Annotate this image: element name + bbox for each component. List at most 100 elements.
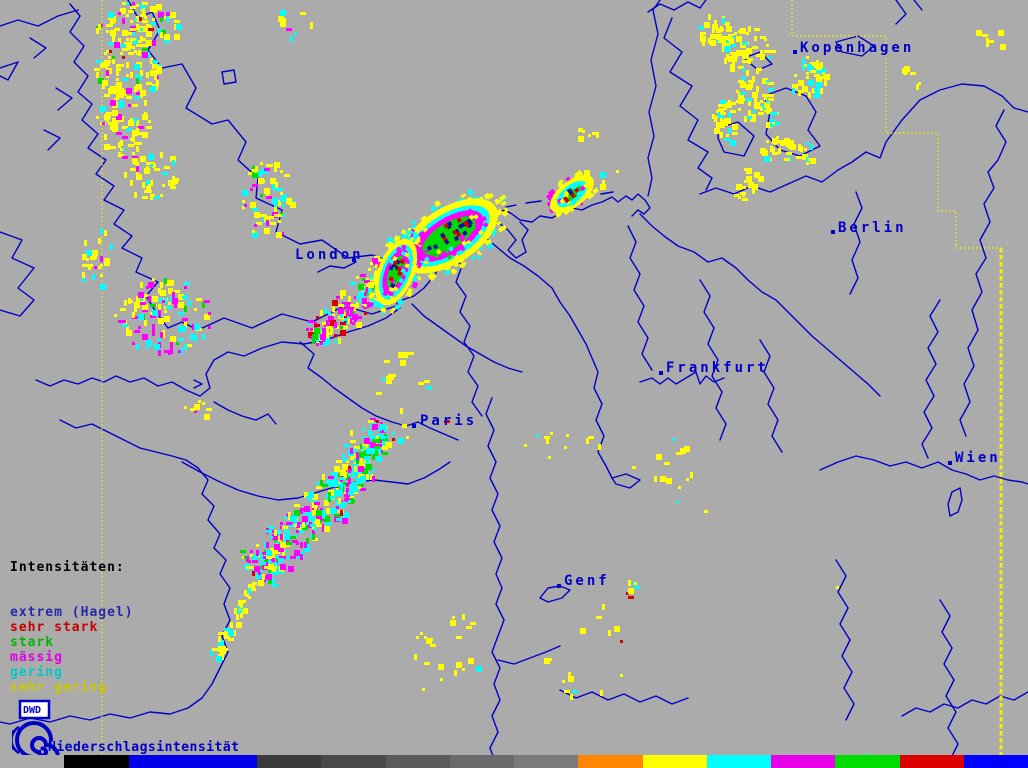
radar-pixel: [744, 116, 747, 122]
radar-pixel: [194, 410, 197, 413]
map-line: [647, 0, 707, 13]
radar-pixel: [392, 438, 395, 441]
radar-pixel: [152, 60, 158, 63]
radar-pixel: [256, 574, 262, 577]
dwd-flag: [18, 699, 51, 720]
radar-pixel: [358, 472, 364, 478]
radar-pixel: [112, 124, 118, 130]
radar-pixel: [104, 258, 110, 261]
radar-pixel: [400, 267, 406, 274]
radar-pixel: [128, 298, 131, 304]
radar-pixel: [258, 178, 264, 184]
radar-pixel: [252, 166, 255, 169]
radar-pixel: [140, 36, 143, 42]
radar-pixel: [704, 510, 708, 513]
radar-pixel: [384, 434, 387, 437]
radar-pixel: [814, 88, 820, 91]
radar-pixel: [370, 474, 373, 480]
radar-pixel: [90, 264, 93, 267]
radar-pixel: [712, 114, 715, 117]
radar-pixel: [726, 24, 729, 27]
radar-pixel: [374, 446, 380, 449]
radar-pixel: [142, 196, 148, 199]
map-line: [611, 473, 641, 489]
radar-pixel: [424, 380, 430, 383]
map-line: [663, 17, 713, 191]
radar-pixel: [292, 540, 298, 543]
radar-pixel: [571, 184, 578, 190]
radar-pixel: [268, 564, 274, 570]
radar-pixel: [732, 124, 738, 130]
radar-pixel: [280, 542, 286, 548]
radar-pixel: [284, 540, 287, 543]
radar-pixel: [726, 134, 729, 137]
radar-pixel: [132, 2, 135, 5]
radar-pixel: [732, 110, 735, 113]
radar-pixel: [982, 34, 988, 37]
radar-pixel: [266, 530, 272, 533]
radar-pixel: [228, 638, 234, 641]
radar-pixel: [218, 646, 221, 652]
radar-pixel: [320, 342, 323, 345]
radar-pixel: [144, 100, 147, 106]
radar-pixel: [120, 44, 126, 47]
radar-pixel: [108, 122, 114, 125]
radar-pixel: [620, 640, 623, 643]
radar-pixel: [750, 58, 753, 61]
radar-pixel: [988, 40, 994, 43]
radar-pixel: [470, 622, 476, 625]
radar-pixel: [411, 281, 419, 289]
radar-pixel: [280, 196, 286, 202]
radar-pixel: [300, 12, 306, 15]
radar-pixel: [110, 146, 116, 149]
radar-cluster: [96, 2, 182, 49]
radar-pixel: [426, 238, 433, 244]
radar-pixel: [278, 200, 281, 206]
radar-pixel: [628, 580, 631, 586]
radar-pixel: [240, 550, 246, 553]
radar-pixel: [194, 324, 200, 330]
radar-pixel: [760, 54, 763, 60]
radar-pixel: [746, 32, 749, 35]
radar-pixel: [766, 94, 772, 97]
radar-pixel: [342, 484, 345, 487]
radar-pixel: [766, 122, 772, 128]
radar-pixel: [136, 16, 139, 19]
radar-pixel: [140, 14, 146, 17]
radar-pixel: [136, 44, 142, 47]
radar-cluster: [626, 580, 640, 599]
colorbar-segment-11: [706, 755, 771, 768]
radar-pixel: [300, 508, 303, 514]
radar-pixel: [746, 176, 752, 182]
radar-pixel: [106, 30, 109, 33]
radar-pixel: [308, 492, 314, 498]
radar-pixel: [206, 408, 212, 411]
map-line: [639, 371, 725, 385]
radar-pixel: [290, 36, 293, 42]
radar-pixel: [282, 526, 288, 529]
radar-pixel: [376, 434, 382, 437]
colorbar-segment-0: [0, 755, 65, 768]
radar-pixel: [426, 386, 432, 389]
radar-pixel: [150, 6, 156, 12]
radar-pixel: [158, 310, 161, 316]
radar-pixel: [766, 140, 769, 143]
radar-pixel: [126, 14, 129, 17]
radar-pixel: [822, 72, 825, 75]
radar-pixel: [168, 288, 171, 294]
radar-pixel: [804, 148, 807, 151]
radar-pixel: [308, 320, 314, 323]
radar-pixel: [376, 392, 382, 395]
radar-pixel: [710, 34, 716, 37]
radar-pixel: [814, 92, 820, 98]
radar-pixel: [252, 172, 258, 178]
radar-pixel: [138, 126, 144, 129]
radar-pixel: [92, 274, 95, 280]
radar-pixel: [248, 560, 251, 563]
radar-pixel: [802, 154, 808, 157]
radar-pixel: [114, 42, 120, 48]
radar-pixel: [448, 246, 454, 252]
radar-pixel: [450, 620, 456, 626]
radar-pixel: [126, 32, 132, 35]
city-marker-genf: [557, 584, 561, 588]
